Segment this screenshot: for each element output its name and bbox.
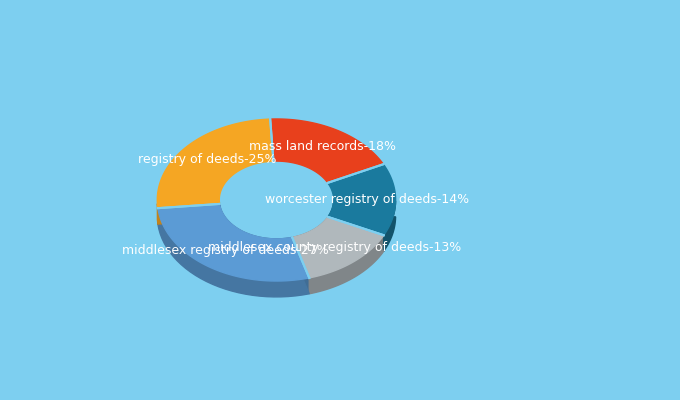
Polygon shape [292,237,309,294]
Polygon shape [292,237,309,294]
Text: worcester registry of deeds-14%: worcester registry of deeds-14% [265,193,469,206]
Polygon shape [328,217,384,251]
Text: registry of deeds-25%: registry of deeds-25% [139,154,277,166]
Polygon shape [158,204,220,224]
Polygon shape [328,164,396,235]
Text: middlesex county registry of deeds-13%: middlesex county registry of deeds-13% [208,240,462,254]
Polygon shape [157,202,220,224]
Polygon shape [158,204,220,224]
Polygon shape [292,217,384,294]
Polygon shape [157,119,273,208]
Text: middlesex registry of deeds-27%: middlesex registry of deeds-27% [122,244,329,258]
Polygon shape [270,119,384,183]
Polygon shape [158,204,309,281]
Text: mass land records-18%: mass land records-18% [249,140,396,153]
Polygon shape [292,217,384,278]
Polygon shape [328,217,384,251]
Polygon shape [158,204,309,297]
Polygon shape [328,200,396,251]
